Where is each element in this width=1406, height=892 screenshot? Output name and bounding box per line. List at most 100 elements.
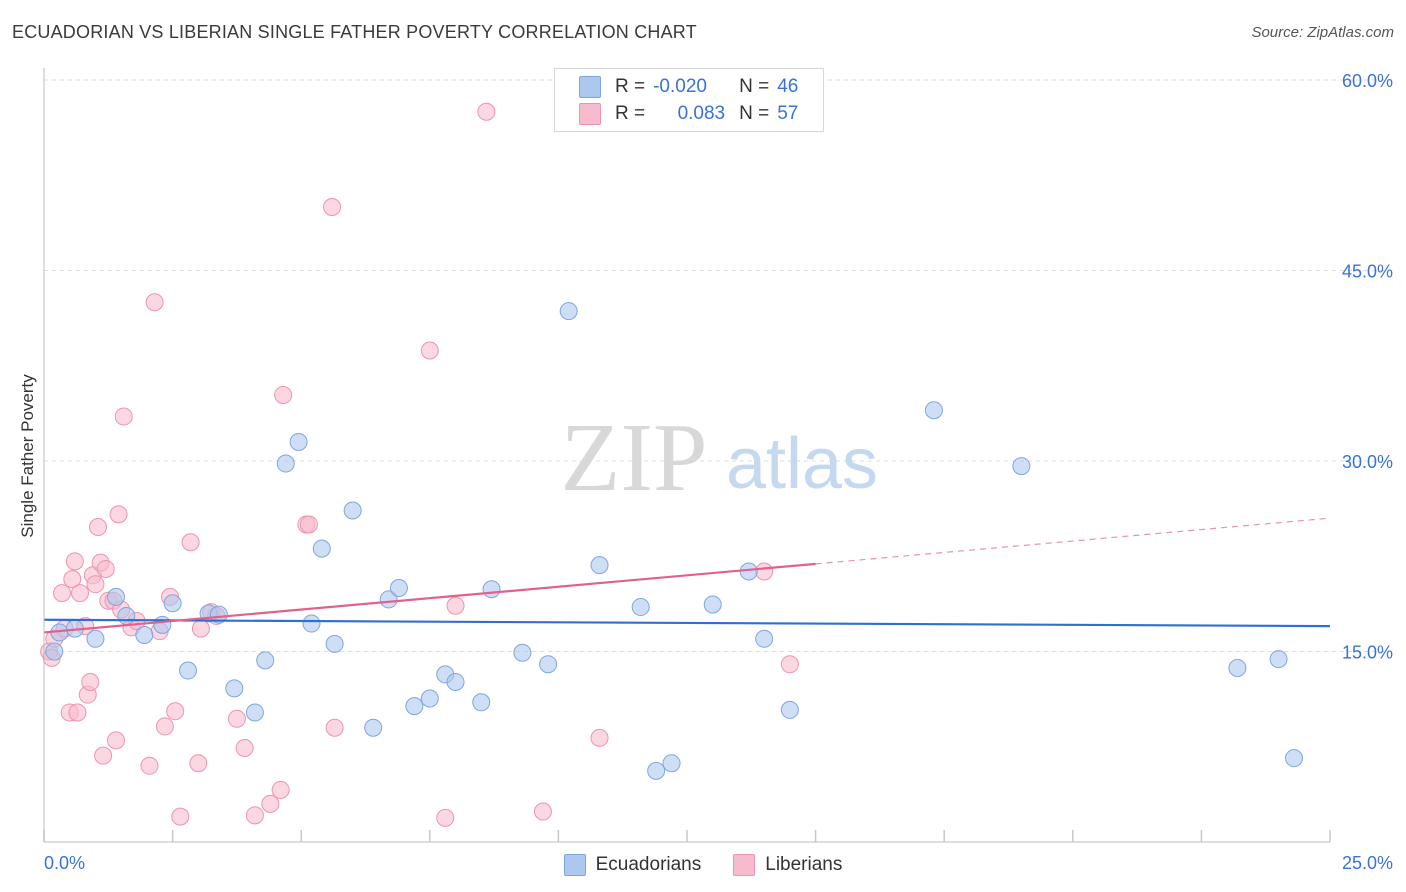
x-tick-label-max: 25.0% xyxy=(1342,853,1393,873)
liberians-swatch xyxy=(733,854,756,876)
liberian-point xyxy=(420,341,439,360)
liberian-point xyxy=(271,780,290,799)
liberian-point xyxy=(446,596,465,615)
liberian-point xyxy=(299,515,318,534)
ecuadorian-point xyxy=(1269,650,1288,669)
liberian-point xyxy=(96,559,115,578)
axes xyxy=(43,68,1330,843)
liberian-point xyxy=(155,717,174,736)
liberian-point xyxy=(261,794,280,813)
legend-label-liberians: Liberians xyxy=(765,854,843,875)
ecuadorian-point xyxy=(446,672,465,691)
liberian-point xyxy=(245,806,264,825)
watermark-atlas: atlas xyxy=(726,424,878,504)
liberian-point xyxy=(533,802,552,821)
liberian-point xyxy=(590,728,609,747)
ecuadorian-point xyxy=(179,661,198,680)
liberian-point xyxy=(477,102,496,121)
stats-legend-row-ecuadorians: R = -0.020 N = 46 xyxy=(579,75,798,99)
ecuadorian-point xyxy=(45,642,64,661)
liberian-point xyxy=(171,807,190,826)
liberian-point xyxy=(53,584,72,603)
legend-item-liberians[interactable]: Liberians xyxy=(733,854,842,876)
ecuadorian-point xyxy=(117,606,136,625)
liberian-point xyxy=(71,584,90,603)
ecuadorian-point xyxy=(289,432,308,451)
liberian-point xyxy=(65,552,84,571)
y-tick-label: 45.0% xyxy=(1342,262,1393,282)
ecuadorian-point xyxy=(135,625,154,644)
liberian-point xyxy=(114,407,133,426)
ecuadorian-point xyxy=(245,703,264,722)
ecuadorian-point xyxy=(924,401,943,420)
ecuadorian-point xyxy=(312,539,331,558)
liberians-swatch xyxy=(579,103,601,125)
ecuadorian-point xyxy=(209,605,228,624)
r-label: R = xyxy=(615,76,646,97)
ecuadorian-point xyxy=(256,651,275,670)
ecuadorian-point xyxy=(302,614,321,633)
ecuadorian-point xyxy=(276,454,295,473)
liberian-point xyxy=(755,562,774,581)
n-label: N = xyxy=(739,103,770,124)
liberians-trend-line-extrapolated xyxy=(815,517,1331,565)
ecuadorian-point xyxy=(420,689,439,708)
y-tick-label: 15.0% xyxy=(1342,643,1393,663)
source-label: Source: ZipAtlas.com xyxy=(1251,24,1394,41)
x-axis-ticks xyxy=(43,830,1331,842)
liberian-point xyxy=(107,731,126,750)
stats-legend: R = -0.020 N = 46 R = 0.083 N = 57 xyxy=(554,68,824,132)
legend-item-ecuadorians[interactable]: Ecuadorians xyxy=(563,854,702,876)
ecuadorian-point xyxy=(343,501,362,520)
liberian-point xyxy=(140,756,159,775)
ecuadorian-point xyxy=(325,634,344,653)
ecuadorians-swatch xyxy=(579,76,601,98)
ecuadorian-point xyxy=(472,693,491,712)
r-label: R = xyxy=(615,103,646,124)
liberian-point xyxy=(235,739,254,758)
liberian-point xyxy=(274,385,293,404)
liberian-point xyxy=(94,746,113,765)
liberian-point xyxy=(325,718,344,737)
liberian-point xyxy=(109,505,128,524)
y-axis-label: Single Father Poverty xyxy=(18,374,37,538)
legend-label-ecuadorians: Ecuadorians xyxy=(595,854,702,875)
liberian-point xyxy=(323,198,342,216)
ecuadorian-point xyxy=(662,754,681,773)
n-value: 57 xyxy=(777,103,799,124)
series-legend: Ecuadorians Liberians xyxy=(0,852,1406,878)
ecuadorian-point xyxy=(647,761,666,780)
ecuadorian-point xyxy=(364,718,383,737)
y-tick-labels: 15.0% 30.0% 45.0% 60.0% xyxy=(1342,71,1393,663)
liberian-point xyxy=(166,702,185,721)
ecuadorian-point xyxy=(153,615,172,634)
x-tick-label-min: 0.0% xyxy=(44,853,85,873)
liberian-point xyxy=(68,703,87,722)
liberian-point xyxy=(436,808,455,827)
ecuadorian-point xyxy=(86,629,105,648)
ecuadorians-swatch xyxy=(563,854,586,876)
liberian-point xyxy=(89,518,108,537)
ecuadorian-point xyxy=(559,302,578,321)
ecuadorian-point xyxy=(780,700,799,719)
liberians-trend-line xyxy=(43,562,816,634)
ecuadorian-point xyxy=(107,587,126,606)
ecuadorian-point xyxy=(379,590,398,609)
ecuadorian-point xyxy=(1284,749,1303,768)
liberian-point xyxy=(181,533,200,552)
liberian-point xyxy=(81,672,100,691)
n-value: 46 xyxy=(777,76,799,97)
grid-lines xyxy=(44,79,1393,652)
chart-title: ECUADORIAN VS LIBERIAN SINGLE FATHER POV… xyxy=(12,22,697,42)
ecuadorian-point xyxy=(590,556,609,575)
liberian-point xyxy=(86,575,105,594)
liberian-point xyxy=(145,293,164,312)
ecuadorians-trend-line xyxy=(43,618,1331,628)
watermark-zip: ZIP xyxy=(561,404,708,512)
y-tick-label: 30.0% xyxy=(1342,452,1393,472)
ecuadorian-point xyxy=(405,697,424,716)
ecuadorian-point xyxy=(739,562,758,581)
ecuadorian-point xyxy=(389,579,408,597)
r-value: -0.020 xyxy=(653,76,707,97)
